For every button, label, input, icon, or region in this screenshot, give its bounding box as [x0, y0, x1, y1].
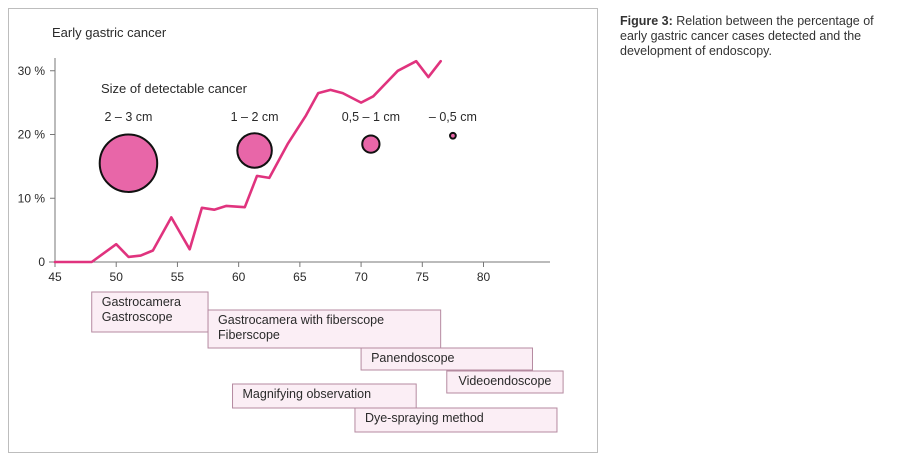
- size-marker-label: 1 – 2 cm: [231, 110, 279, 124]
- size-marker-circle: [236, 132, 273, 169]
- era-box: [446, 370, 564, 394]
- era-label: Gastroscope: [102, 310, 173, 324]
- era-box: [232, 383, 417, 409]
- size-marker-circle: [98, 133, 159, 193]
- era-box: [207, 309, 442, 349]
- size-marker-label: 2 – 3 cm: [104, 110, 152, 124]
- x-tick-label: 75: [416, 270, 430, 284]
- era-label: Magnifying observation: [243, 387, 372, 401]
- caption-label: Figure 3:: [620, 14, 673, 28]
- era-label: Fiberscope: [218, 328, 280, 342]
- x-tick-label: 55: [171, 270, 185, 284]
- size-annotation-title: Size of detectable cancer: [101, 81, 248, 96]
- y-tick-label: 0: [38, 255, 45, 269]
- y-tick-label: 10 %: [18, 191, 46, 205]
- size-marker-label: – 0,5 cm: [429, 110, 477, 124]
- era-label: Gastrocamera: [102, 295, 181, 309]
- x-tick-label: 45: [48, 270, 62, 284]
- x-tick-label: 50: [110, 270, 124, 284]
- figure-caption: Figure 3: Relation between the percentag…: [620, 14, 900, 59]
- x-tick-label: 70: [354, 270, 368, 284]
- series-line-layer: [53, 59, 443, 264]
- size-markers: 2 – 3 cm 1 – 2 cm 0,5 – 1 cm – 0,5 cm: [98, 110, 477, 193]
- size-marker-circle: [449, 131, 457, 140]
- era-label: Videoendoscope: [458, 374, 551, 388]
- y-axis-title: Early gastric cancer: [52, 25, 167, 40]
- era-label: Gastrocamera with fiberscope: [218, 313, 384, 327]
- size-marker-circle: [361, 134, 381, 154]
- y-tick-label: 30 %: [18, 64, 46, 78]
- era-label: Dye-spraying method: [365, 411, 484, 425]
- era-label: Panendoscope: [371, 351, 454, 365]
- size-marker-label: 0,5 – 1 cm: [342, 110, 400, 124]
- series-line: [53, 59, 443, 264]
- caption-text: Relation between the percentage of early…: [620, 14, 874, 58]
- x-tick-label: 80: [477, 270, 491, 284]
- era-box: [360, 347, 533, 371]
- era-box: [354, 407, 558, 433]
- x-tick-label: 60: [232, 270, 246, 284]
- x-tick-label: 65: [293, 270, 307, 284]
- axes: 0 10 % 20 % 30 % 45 50 55 60 65 70 75 80: [18, 58, 550, 284]
- y-tick-label: 20 %: [18, 128, 46, 142]
